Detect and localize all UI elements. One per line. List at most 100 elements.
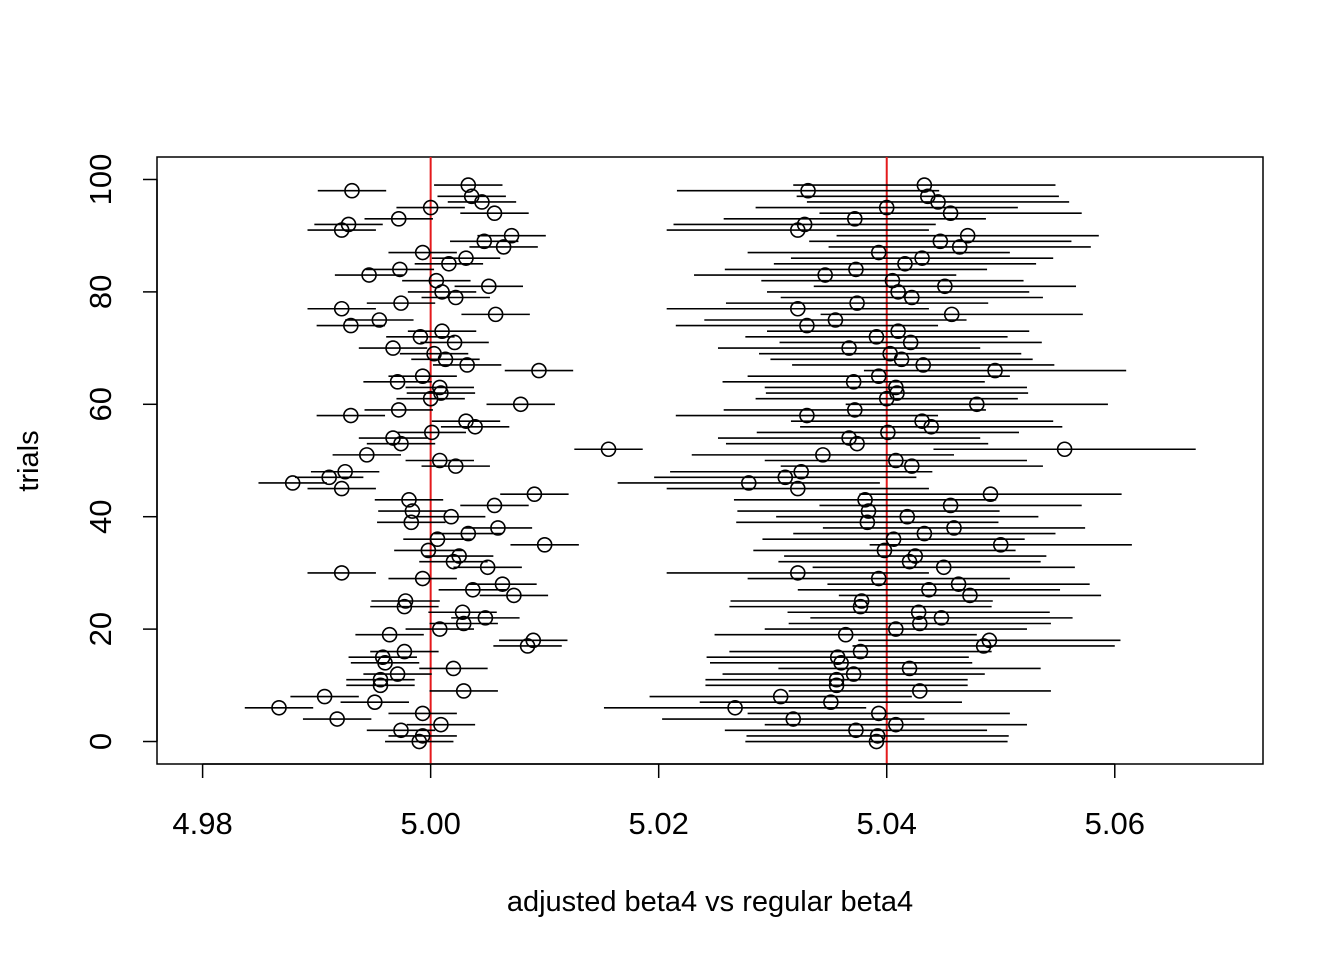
data-point bbox=[459, 357, 475, 373]
data-point bbox=[479, 559, 496, 576]
data-point bbox=[882, 345, 898, 362]
y-axis: 0 20 40 60 80 100 bbox=[83, 154, 158, 750]
data-point bbox=[506, 587, 522, 604]
series-1 bbox=[244, 177, 643, 750]
data-point bbox=[321, 469, 337, 486]
data-point bbox=[845, 666, 862, 682]
data-point bbox=[284, 475, 301, 491]
data-point bbox=[870, 368, 887, 384]
y-tick-label: 80 bbox=[83, 275, 118, 309]
data-point bbox=[433, 716, 449, 733]
data-point bbox=[486, 497, 503, 514]
data-point bbox=[789, 480, 806, 497]
data-point bbox=[392, 261, 408, 278]
plot-area-frame bbox=[156, 156, 1264, 765]
y-tick-label: 100 bbox=[83, 154, 118, 206]
data-point bbox=[884, 272, 901, 289]
data-point bbox=[915, 357, 932, 373]
data-point bbox=[902, 334, 919, 351]
data-point bbox=[412, 329, 429, 345]
data-point bbox=[422, 199, 439, 216]
data-point bbox=[443, 508, 459, 525]
data-point bbox=[390, 211, 407, 227]
data-point bbox=[847, 211, 863, 227]
data-point bbox=[853, 593, 870, 609]
data-point bbox=[390, 402, 407, 418]
data-point bbox=[860, 503, 877, 519]
data-point bbox=[796, 216, 813, 233]
data-point bbox=[921, 581, 937, 598]
data-point bbox=[344, 182, 360, 199]
data-point bbox=[495, 239, 512, 255]
data-point bbox=[526, 486, 543, 503]
data-point bbox=[946, 520, 962, 536]
data-point bbox=[975, 638, 992, 654]
data-point bbox=[852, 598, 869, 615]
data-point bbox=[888, 621, 904, 637]
data-point bbox=[316, 688, 333, 705]
x-tick-label: 5.06 bbox=[1085, 806, 1145, 841]
data-point bbox=[910, 604, 927, 621]
data-point bbox=[431, 621, 448, 637]
data-point bbox=[460, 525, 477, 542]
series-2 bbox=[603, 177, 1196, 750]
data-point bbox=[848, 261, 864, 278]
data-point bbox=[426, 345, 442, 362]
data-point bbox=[870, 570, 887, 587]
data-point bbox=[343, 407, 359, 424]
data-point bbox=[429, 531, 446, 547]
data-point bbox=[935, 559, 952, 576]
data-point bbox=[870, 705, 887, 722]
data-point bbox=[857, 492, 873, 508]
data-point bbox=[911, 683, 928, 699]
x-tick-label: 5.00 bbox=[400, 806, 460, 841]
data-point bbox=[374, 649, 391, 666]
data-point bbox=[531, 362, 547, 379]
data-point bbox=[361, 267, 377, 283]
data-point bbox=[358, 447, 375, 463]
data-point bbox=[817, 267, 833, 283]
data-point bbox=[404, 503, 421, 519]
data-point bbox=[423, 424, 440, 441]
data-point bbox=[888, 716, 904, 733]
data-point bbox=[337, 463, 353, 480]
data-point bbox=[923, 418, 940, 435]
data-point bbox=[414, 570, 431, 587]
data-point bbox=[503, 227, 520, 244]
data-point bbox=[727, 699, 743, 716]
data-point bbox=[414, 368, 431, 384]
data-point bbox=[447, 458, 464, 474]
data-point bbox=[793, 463, 810, 480]
data-point bbox=[536, 537, 553, 553]
data-point bbox=[414, 244, 431, 261]
data-point bbox=[414, 728, 431, 744]
data-point bbox=[950, 576, 967, 592]
data-point bbox=[385, 430, 401, 446]
data-point bbox=[899, 508, 916, 525]
data-point bbox=[519, 638, 536, 654]
data-point bbox=[951, 239, 968, 255]
data-point bbox=[463, 188, 480, 205]
data-point bbox=[849, 295, 865, 311]
data-point bbox=[992, 537, 1009, 553]
data-point bbox=[942, 497, 959, 514]
data-point bbox=[815, 447, 831, 463]
data-point bbox=[933, 610, 950, 626]
data-point bbox=[859, 514, 876, 531]
data-point bbox=[458, 250, 474, 266]
data-point bbox=[943, 306, 960, 323]
data-point bbox=[490, 520, 506, 536]
data-point bbox=[897, 255, 913, 272]
data-point bbox=[937, 278, 953, 295]
y-axis-title: trials bbox=[13, 430, 45, 491]
data-point bbox=[446, 334, 463, 351]
data-point bbox=[785, 711, 802, 727]
data-point bbox=[434, 323, 450, 340]
data-point bbox=[441, 255, 457, 272]
data-point bbox=[487, 306, 504, 323]
data-point bbox=[447, 289, 464, 306]
data-point bbox=[512, 396, 529, 413]
data-point bbox=[772, 688, 789, 705]
data-point bbox=[848, 722, 864, 739]
data-point bbox=[911, 615, 928, 632]
